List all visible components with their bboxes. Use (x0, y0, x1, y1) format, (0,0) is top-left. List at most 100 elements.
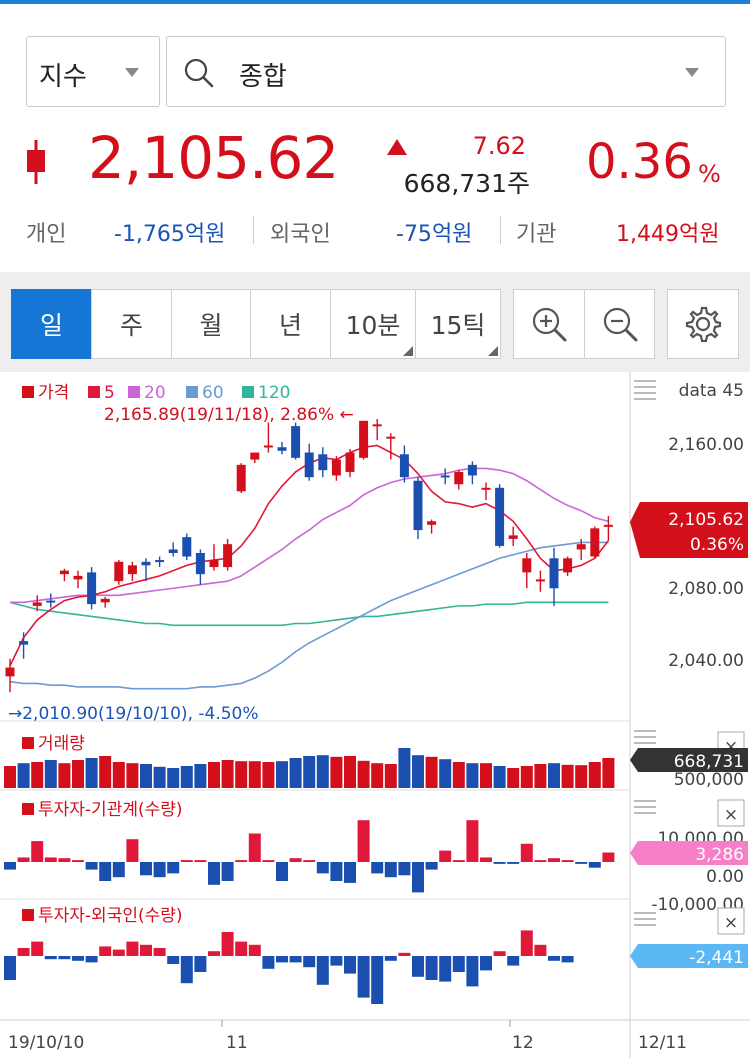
y-tick-label: 2,160.00 (668, 435, 744, 455)
foreign-bar (194, 956, 207, 972)
candle-body (563, 558, 573, 573)
menu-lines-icon[interactable] (634, 800, 656, 814)
volume-bar (439, 759, 452, 788)
foreign-bar (371, 956, 384, 1004)
volume-bar (480, 763, 492, 788)
foreign-bar (140, 944, 152, 956)
period-tab-week[interactable]: 주 (91, 289, 172, 359)
volume-bar (466, 763, 479, 788)
foreign-badge: -2,441 (630, 944, 748, 968)
menu-lines-icon[interactable] (634, 730, 656, 744)
institution-bar (248, 833, 261, 862)
candle-body (5, 667, 15, 677)
foreign-bar (452, 956, 465, 972)
x-axis-label: 19/10/10 (8, 1033, 84, 1053)
institution-bar (398, 862, 411, 876)
volume-bar (452, 762, 465, 788)
market-type-select[interactable]: 지수 (26, 36, 160, 107)
volume-bar (235, 761, 248, 788)
institution-bar (316, 862, 329, 874)
period-tab-year[interactable]: 년 (250, 289, 331, 359)
institution-bar (384, 862, 397, 878)
trade-volume: 668,731주 (403, 169, 530, 198)
institution-zero-label: 0.00 (706, 867, 744, 887)
institution-bar (112, 862, 125, 878)
foreign-bar (493, 951, 506, 956)
foreign-bar (384, 956, 397, 961)
foreign-bar (466, 956, 479, 987)
period-tab-month[interactable]: 월 (171, 289, 251, 359)
zoom-out-button[interactable] (584, 289, 655, 359)
x-axis-label: 12 (512, 1033, 534, 1053)
period-tab-15tick-label: 15틱 (430, 311, 486, 340)
candle-body (250, 452, 260, 460)
volume-tick-label: 500,000 (674, 770, 744, 790)
foreign-bar (262, 956, 275, 969)
foreign-bar (439, 956, 452, 982)
institution-bar (303, 860, 316, 862)
chart-settings-button[interactable] (667, 289, 739, 359)
institution-bar (493, 862, 506, 864)
legend-label-ma60: 60 (202, 383, 224, 403)
candle-body (263, 445, 273, 448)
foreign-bar (221, 932, 234, 956)
candle-body (182, 537, 192, 557)
volume-badge-value: 668,731 (674, 752, 744, 772)
institution-bar (602, 852, 615, 862)
up-candle-icon (27, 140, 45, 184)
volume-bar (221, 760, 234, 788)
institution-bar (452, 860, 465, 862)
institution-bar (31, 841, 44, 862)
market-type-value: 지수 (39, 62, 87, 92)
institution-bar (439, 850, 452, 862)
foreign-bar (425, 956, 438, 980)
foreign-bar (289, 956, 302, 963)
volume-bar (140, 764, 152, 788)
investor-individual-value: -1,765억원 (114, 222, 226, 247)
volume-bar (180, 766, 193, 788)
zoom-in-button[interactable] (513, 289, 585, 359)
institution-bar (153, 862, 166, 878)
menu-lines-icon[interactable] (634, 380, 656, 400)
candle-body (481, 487, 491, 490)
period-tab-15tick[interactable]: 15틱 (415, 289, 501, 359)
foreign-bar (153, 948, 166, 956)
period-tab-10min[interactable]: 10분 (330, 289, 416, 359)
foreign-bar (99, 946, 112, 956)
current-price-badge-value: 2,105.62 (668, 510, 744, 530)
institution-bar (534, 860, 547, 862)
zoom-in-icon (532, 307, 567, 342)
investor-foreign-value: -75억원 (396, 222, 473, 247)
institution-bar (588, 862, 601, 868)
volume-bar (602, 758, 615, 788)
candle-body (127, 565, 137, 575)
candle-body (603, 524, 613, 527)
menu-lines-icon[interactable] (634, 912, 656, 926)
volume-bar (548, 763, 560, 788)
candle-body (87, 572, 97, 605)
index-search-box[interactable]: 종합 (166, 36, 726, 107)
volume-bar (561, 764, 574, 788)
institution-bar (276, 862, 288, 881)
volume-badge: 668,731 (630, 748, 748, 772)
close-foreign-pane-button[interactable]: × (717, 907, 745, 935)
volume-bar (425, 756, 438, 788)
institution-bar (480, 857, 492, 862)
volume-bar (316, 755, 329, 788)
chart-area[interactable]: 가격 5 20 60 120 2,165.89(19/11/18), 2.86%… (0, 372, 750, 1058)
institution-bar (561, 860, 574, 862)
volume-bar (17, 763, 30, 788)
close-institution-pane-button[interactable]: × (717, 799, 745, 827)
period-tab-day[interactable]: 일 (11, 289, 92, 359)
volume-bar (371, 763, 384, 788)
institution-bar (466, 820, 479, 862)
institution-bar (58, 858, 71, 862)
index-search-value: 종합 (239, 62, 287, 92)
candle-body (590, 528, 600, 557)
volume-pane-label: 거래량 (38, 734, 85, 754)
ma120-line (9, 601, 609, 627)
foreign-bar (58, 956, 71, 960)
candle-body (331, 459, 341, 476)
candlestick-chart[interactable]: 가격 5 20 60 120 2,165.89(19/11/18), 2.86%… (0, 372, 750, 1058)
institution-bar (330, 862, 343, 881)
